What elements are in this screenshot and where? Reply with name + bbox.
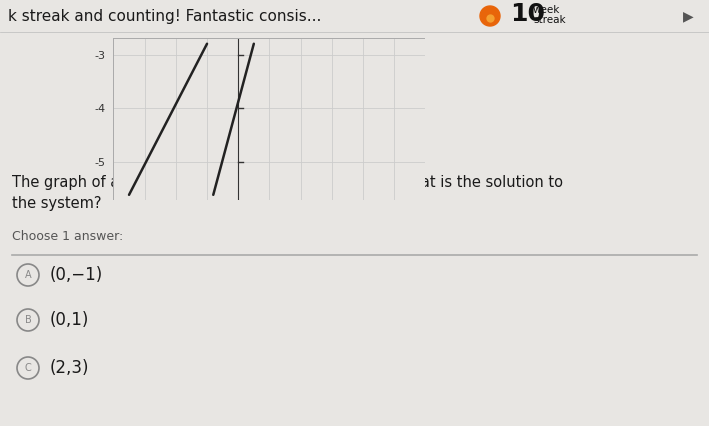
Text: 10: 10: [510, 2, 545, 26]
Text: streak: streak: [533, 15, 566, 25]
Text: Choose 1 answer:: Choose 1 answer:: [12, 230, 123, 243]
Text: The graph of a system of linear equations is shown. What is the solution to
the : The graph of a system of linear equation…: [12, 175, 563, 211]
Text: k streak and counting! Fantastic consis...: k streak and counting! Fantastic consis.…: [8, 9, 321, 23]
Text: ▶: ▶: [683, 9, 693, 23]
Text: B: B: [25, 315, 31, 325]
Text: (0,−1): (0,−1): [50, 266, 104, 284]
Text: week: week: [533, 5, 560, 15]
Text: (0,1): (0,1): [50, 311, 89, 329]
Circle shape: [480, 6, 500, 26]
Text: A: A: [25, 270, 31, 280]
Text: (2,3): (2,3): [50, 359, 89, 377]
Text: C: C: [25, 363, 31, 373]
